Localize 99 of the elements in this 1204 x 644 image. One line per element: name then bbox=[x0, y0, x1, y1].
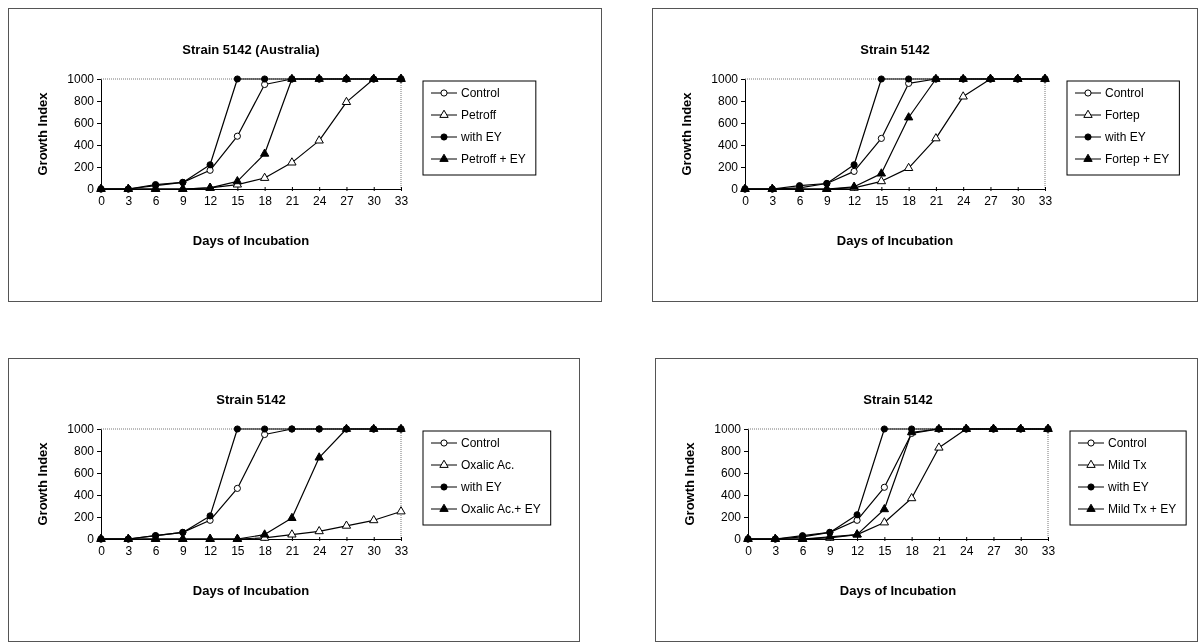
chart-title: Strain 5142 bbox=[216, 392, 286, 407]
legend-label: with EY bbox=[1104, 130, 1146, 145]
y-tick-label: 400 bbox=[720, 488, 742, 503]
y-tick-label: 200 bbox=[73, 160, 95, 175]
y-tick-label: 600 bbox=[73, 116, 95, 131]
legend-label: with EY bbox=[460, 130, 502, 145]
legend-label: Petroff bbox=[461, 108, 497, 123]
y-tick-label: 200 bbox=[717, 160, 739, 175]
y-tick-label: 0 bbox=[734, 532, 742, 547]
x-tick-label: 9 bbox=[826, 543, 834, 558]
y-tick-label: 200 bbox=[720, 510, 742, 525]
x-tick-label: 12 bbox=[850, 543, 865, 558]
y-tick-label: 0 bbox=[87, 182, 95, 197]
legend-label: Control bbox=[1105, 86, 1144, 101]
x-tick-label: 12 bbox=[203, 193, 218, 208]
legend-label: Petroff + EY bbox=[461, 152, 526, 167]
x-tick-label: 33 bbox=[394, 193, 409, 208]
x-axis-title: Days of Incubation bbox=[192, 233, 310, 248]
y-tick-label: 800 bbox=[717, 94, 739, 109]
x-axis-title: Days of Incubation bbox=[839, 583, 957, 598]
x-tick-label: 21 bbox=[285, 193, 300, 208]
x-tick-label: 6 bbox=[152, 543, 160, 558]
chart-title: Strain 5142 bbox=[860, 42, 930, 57]
x-tick-label: 15 bbox=[231, 193, 245, 208]
x-tick-label: 33 bbox=[1038, 193, 1053, 208]
y-tick-label: 1000 bbox=[711, 72, 739, 87]
x-axis-title: Days of Incubation bbox=[836, 233, 954, 248]
y-tick-label: 600 bbox=[717, 116, 739, 131]
x-tick-label: 9 bbox=[179, 543, 187, 558]
x-tick-label: 0 bbox=[98, 193, 106, 208]
y-tick-label: 600 bbox=[73, 466, 95, 481]
x-tick-label: 21 bbox=[929, 193, 944, 208]
x-tick-label: 3 bbox=[125, 543, 133, 558]
x-tick-label: 3 bbox=[772, 543, 780, 558]
x-tick-label: 3 bbox=[769, 193, 777, 208]
x-tick-label: 15 bbox=[878, 543, 892, 558]
x-tick-label: 6 bbox=[152, 193, 160, 208]
x-tick-label: 21 bbox=[932, 543, 947, 558]
y-tick-label: 800 bbox=[73, 94, 95, 109]
x-tick-label: 18 bbox=[258, 193, 273, 208]
x-tick-label: 12 bbox=[847, 193, 862, 208]
y-tick-label: 200 bbox=[73, 510, 95, 525]
legend-label: Control bbox=[461, 86, 500, 101]
x-tick-label: 6 bbox=[799, 543, 807, 558]
y-tick-label: 600 bbox=[720, 466, 742, 481]
x-tick-label: 18 bbox=[902, 193, 917, 208]
y-tick-label: 400 bbox=[73, 488, 95, 503]
x-tick-label: 24 bbox=[313, 543, 327, 558]
y-tick-label: 1000 bbox=[714, 422, 742, 437]
y-tick-label: 800 bbox=[720, 444, 742, 459]
y-tick-label: 800 bbox=[73, 444, 95, 459]
x-tick-label: 24 bbox=[957, 193, 971, 208]
legend-label: Oxalic Ac. bbox=[461, 458, 515, 473]
y-tick-label: 1000 bbox=[67, 422, 95, 437]
x-tick-label: 18 bbox=[905, 543, 920, 558]
legend-label: Control bbox=[1108, 436, 1147, 451]
legend-label: Mild Tx bbox=[1108, 458, 1147, 473]
legend-label: Fortep bbox=[1105, 108, 1141, 123]
legend-label: Control bbox=[461, 436, 500, 451]
x-tick-label: 9 bbox=[823, 193, 831, 208]
x-tick-label: 15 bbox=[231, 543, 245, 558]
x-axis-title: Days of Incubation bbox=[192, 583, 310, 598]
y-axis-title: Growth Index bbox=[682, 441, 697, 526]
x-tick-label: 24 bbox=[313, 193, 327, 208]
x-tick-label: 33 bbox=[1041, 543, 1056, 558]
x-tick-label: 3 bbox=[125, 193, 133, 208]
chart-title: Strain 5142 bbox=[863, 392, 933, 407]
x-tick-label: 30 bbox=[367, 543, 382, 558]
y-tick-label: 0 bbox=[87, 532, 95, 547]
legend-label: Oxalic Ac.+ EY bbox=[461, 502, 541, 517]
x-tick-label: 18 bbox=[258, 543, 273, 558]
x-tick-label: 27 bbox=[987, 543, 1001, 558]
x-tick-label: 27 bbox=[340, 543, 354, 558]
y-axis-title: Growth Index bbox=[35, 441, 50, 526]
x-tick-label: 30 bbox=[367, 193, 382, 208]
x-tick-label: 27 bbox=[984, 193, 998, 208]
x-tick-label: 30 bbox=[1014, 543, 1029, 558]
legend-label: Fortep + EY bbox=[1105, 152, 1170, 167]
x-tick-label: 21 bbox=[285, 543, 300, 558]
x-tick-label: 27 bbox=[340, 193, 354, 208]
legend-label: with EY bbox=[460, 480, 502, 495]
y-tick-label: 400 bbox=[73, 138, 95, 153]
x-tick-label: 30 bbox=[1011, 193, 1026, 208]
x-tick-label: 0 bbox=[745, 543, 753, 558]
legend-label: with EY bbox=[1107, 480, 1149, 495]
chart-title: Strain 5142 (Australia) bbox=[182, 42, 320, 57]
x-tick-label: 9 bbox=[179, 193, 187, 208]
y-axis-title: Growth Index bbox=[35, 91, 50, 176]
legend-label: Mild Tx + EY bbox=[1108, 502, 1177, 517]
y-tick-label: 400 bbox=[717, 138, 739, 153]
y-tick-label: 0 bbox=[731, 182, 739, 197]
y-axis-title: Growth Index bbox=[679, 91, 694, 176]
x-tick-label: 0 bbox=[98, 543, 106, 558]
x-tick-label: 24 bbox=[960, 543, 974, 558]
x-tick-label: 15 bbox=[875, 193, 889, 208]
x-tick-label: 6 bbox=[796, 193, 804, 208]
y-tick-label: 1000 bbox=[67, 72, 95, 87]
x-tick-label: 12 bbox=[203, 543, 218, 558]
x-tick-label: 33 bbox=[394, 543, 409, 558]
